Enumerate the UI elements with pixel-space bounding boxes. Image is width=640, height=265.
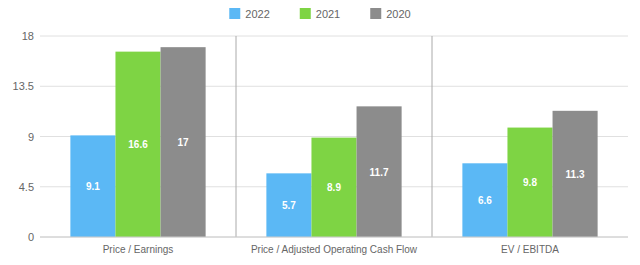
x-tick-label: Price / Adjusted Operating Cash Flow bbox=[251, 244, 418, 255]
bar bbox=[161, 47, 206, 237]
y-tick-label: 13.5 bbox=[13, 80, 34, 92]
group-separator bbox=[432, 36, 433, 237]
legend-label: 2022 bbox=[245, 8, 269, 20]
bar bbox=[507, 128, 552, 237]
data-label: 17 bbox=[178, 137, 190, 148]
bar bbox=[70, 135, 115, 237]
legend-swatch bbox=[300, 8, 311, 19]
bar bbox=[115, 52, 160, 237]
legend-item: 2022 bbox=[229, 8, 269, 20]
bars bbox=[70, 47, 597, 237]
legend-item: 2021 bbox=[300, 8, 340, 20]
legend: 2022 2021 2020 bbox=[229, 8, 410, 20]
bar bbox=[462, 163, 507, 237]
legend-item: 2020 bbox=[370, 8, 410, 20]
group-separator bbox=[236, 36, 237, 237]
y-tick-label: 9 bbox=[28, 131, 34, 143]
data-label: 11.3 bbox=[566, 169, 585, 180]
bar bbox=[266, 173, 311, 237]
grid bbox=[40, 36, 628, 237]
legend-label: 2020 bbox=[386, 8, 410, 20]
grid-line bbox=[40, 36, 628, 37]
legend-swatch bbox=[229, 8, 240, 19]
legend-label: 2021 bbox=[316, 8, 340, 20]
chart: 0 4.5 9 13.5 18 9.1 5.7 6.6 16.6 8.9 9.8 17 11.7 11.3… bbox=[0, 0, 640, 265]
x-tick-label: Price / Earnings bbox=[103, 244, 174, 255]
x-tick-label: EV / EBITDA bbox=[501, 244, 559, 255]
data-label: 16.6 bbox=[128, 139, 148, 150]
data-labels: 9.1 5.7 6.6 16.6 8.9 9.8 17 11.7 11.3 bbox=[86, 137, 585, 211]
bar bbox=[311, 138, 356, 237]
chart-container: 0 4.5 9 13.5 18 9.1 5.7 6.6 16.6 8.9 9.8 17 11.7 11.3… bbox=[0, 0, 640, 265]
bar bbox=[357, 106, 402, 237]
grid-line bbox=[40, 237, 628, 238]
y-tick-label: 4.5 bbox=[19, 181, 34, 193]
data-label: 6.6 bbox=[478, 195, 492, 206]
bar bbox=[553, 111, 598, 237]
y-tick-label: 0 bbox=[28, 231, 34, 243]
data-label: 5.7 bbox=[282, 200, 296, 211]
data-label: 9.8 bbox=[523, 177, 537, 188]
x-axis-line bbox=[40, 237, 628, 238]
data-label: 9.1 bbox=[86, 181, 100, 192]
data-label: 8.9 bbox=[327, 182, 341, 193]
legend-swatch bbox=[370, 8, 381, 19]
y-tick-label: 18 bbox=[22, 30, 34, 42]
data-label: 11.7 bbox=[370, 167, 389, 178]
